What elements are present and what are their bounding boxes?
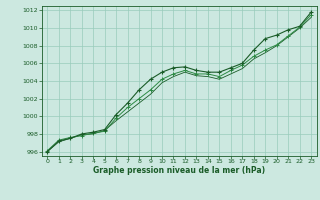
- X-axis label: Graphe pression niveau de la mer (hPa): Graphe pression niveau de la mer (hPa): [93, 166, 265, 175]
